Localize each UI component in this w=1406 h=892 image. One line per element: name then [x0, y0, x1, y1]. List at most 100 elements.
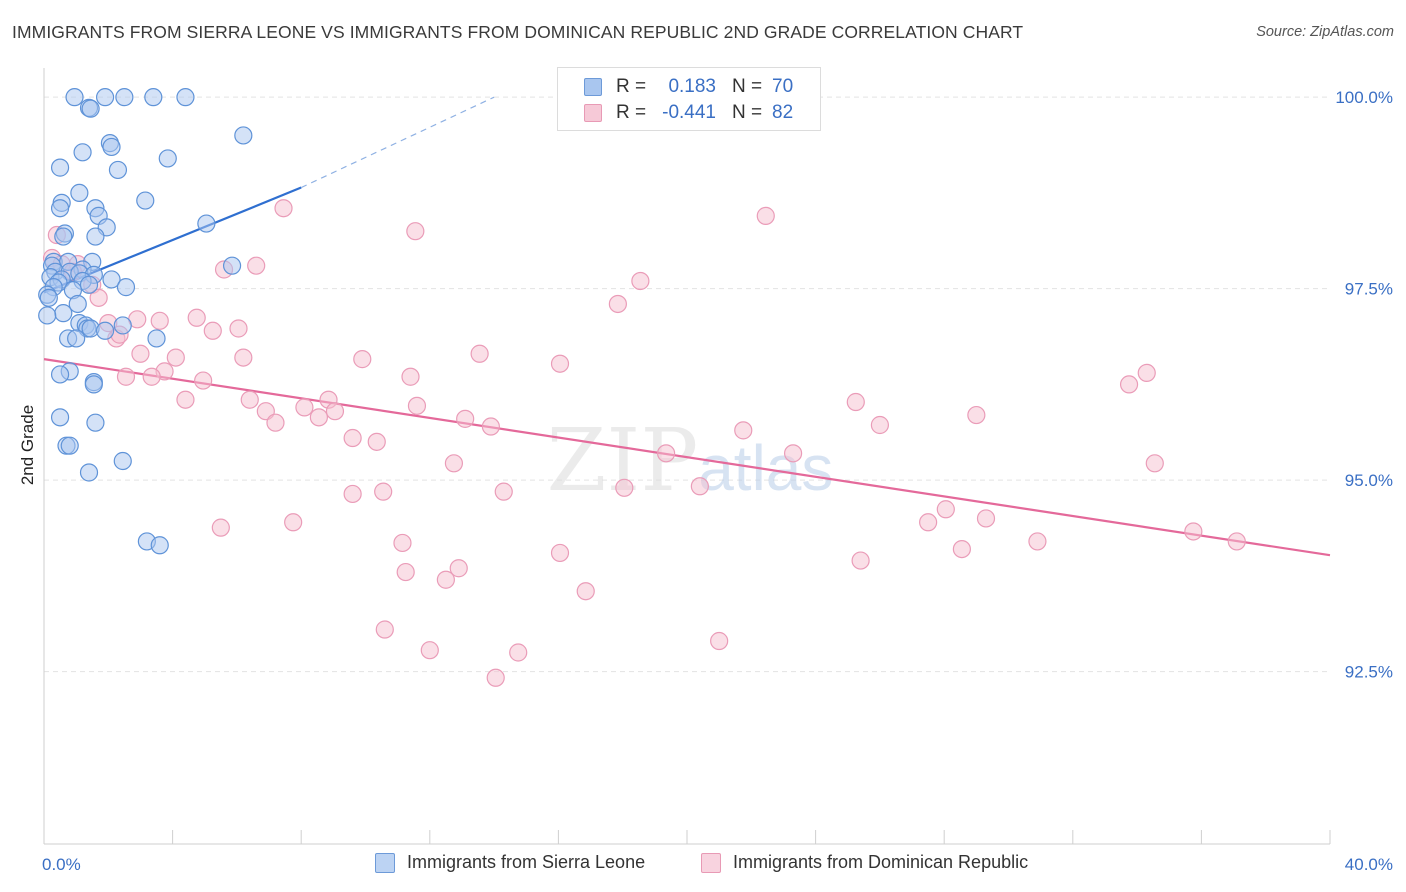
data-point-pink — [851, 551, 870, 570]
data-point-blue — [113, 316, 132, 335]
data-point-pink — [509, 643, 528, 662]
data-point-pink — [343, 484, 362, 504]
series-sierra-leone — [38, 88, 253, 555]
data-point-pink — [444, 454, 464, 473]
data-point-pink — [486, 668, 505, 687]
data-point-pink — [1184, 522, 1203, 541]
r-value: 0.183 — [668, 76, 716, 97]
data-point-pink — [756, 206, 775, 225]
data-point-blue — [54, 227, 73, 246]
data-point-blue — [38, 306, 57, 325]
data-point-pink — [657, 444, 676, 463]
data-point-pink — [449, 559, 468, 578]
data-point-pink — [150, 311, 169, 330]
correlation-legend: R = 0.183 N = 70 R = -0.441 N = 82 — [557, 67, 821, 131]
data-point-blue — [65, 88, 84, 107]
data-point-pink — [266, 413, 285, 432]
tick-labels: 100.0% 97.5% 95.0% 92.5% 0.0% 40.0% — [42, 88, 1393, 874]
source-label: Source: ZipAtlas.com — [1256, 24, 1394, 40]
series-dominican-republic — [42, 199, 1246, 687]
legend-swatch-pink — [701, 853, 721, 873]
watermark: ZIPatlas — [547, 411, 834, 511]
legend-row-dominican-republic: R = -0.441 N = 82 — [558, 101, 820, 127]
data-point-pink — [284, 513, 303, 532]
data-point-pink — [470, 344, 489, 363]
legend-row-sierra-leone: R = 0.183 N = 70 — [558, 75, 820, 101]
legend-swatch-pink — [584, 104, 602, 122]
data-point-pink — [846, 392, 865, 412]
data-point-blue — [68, 294, 87, 314]
data-point-pink — [401, 367, 420, 386]
data-point-pink — [615, 478, 634, 497]
data-point-blue — [234, 126, 253, 145]
chart-title: IMMIGRANTS FROM SIERRA LEONE VS IMMIGRAN… — [12, 22, 1024, 42]
data-point-pink — [550, 354, 570, 373]
data-point-pink — [481, 417, 500, 436]
data-point-pink — [353, 350, 372, 369]
data-point-blue — [50, 365, 70, 384]
data-point-pink — [131, 344, 150, 363]
series-legend: Immigrants from Sierra Leone Immigrants … — [0, 852, 1406, 878]
data-point-pink — [407, 396, 427, 415]
r-label: R = — [616, 102, 647, 123]
data-point-pink — [967, 405, 986, 425]
data-point-blue — [176, 88, 195, 107]
data-point-blue — [73, 143, 92, 162]
data-point-pink — [240, 390, 259, 409]
data-point-blue — [50, 408, 70, 427]
data-point-blue — [81, 99, 100, 118]
data-point-blue — [95, 321, 115, 340]
data-point-pink — [367, 432, 386, 451]
data-point-blue — [86, 413, 105, 432]
data-point-pink — [176, 390, 195, 409]
data-point-blue — [158, 149, 177, 168]
data-point-pink — [325, 402, 345, 421]
data-point-pink — [89, 288, 108, 307]
data-point-blue — [67, 329, 86, 348]
data-point-pink — [1227, 532, 1246, 551]
data-point-pink — [1145, 454, 1164, 473]
trend-line-pink — [43, 358, 1331, 557]
n-value: 70 — [772, 76, 794, 97]
r-value: -0.441 — [662, 102, 716, 123]
data-point-blue — [60, 436, 79, 455]
data-point-pink — [203, 321, 222, 340]
data-point-blue — [50, 158, 70, 177]
data-point-pink — [309, 408, 328, 427]
legend-swatch-blue — [375, 853, 395, 873]
legend-label: Immigrants from Dominican Republic — [733, 852, 1029, 872]
data-point-blue — [79, 275, 99, 294]
data-point-pink — [274, 199, 293, 218]
data-point-blue — [39, 288, 58, 307]
data-point-pink — [393, 533, 412, 553]
data-point-blue — [144, 88, 163, 107]
trend-extension-blue — [300, 96, 495, 189]
data-point-blue — [222, 256, 242, 275]
y-tick-label: 97.5% — [1345, 280, 1393, 299]
data-point-pink — [870, 415, 890, 435]
data-point-pink — [936, 500, 955, 519]
data-point-blue — [54, 304, 73, 323]
data-point-blue — [115, 88, 134, 107]
data-point-pink — [710, 631, 729, 651]
data-point-pink — [576, 582, 595, 601]
data-point-pink — [211, 518, 230, 537]
data-point-pink — [456, 409, 475, 428]
data-point-blue — [102, 137, 121, 157]
data-point-pink — [116, 367, 136, 386]
data-point-blue — [116, 278, 136, 297]
data-point-blue — [108, 160, 128, 180]
data-point-pink — [194, 371, 213, 390]
data-point-blue — [102, 270, 121, 289]
y-tick-label: 100.0% — [1335, 88, 1393, 107]
data-point-pink — [187, 308, 206, 327]
data-point-pink — [229, 319, 248, 338]
y-tick-label: 95.0% — [1345, 471, 1393, 490]
data-point-blue — [79, 463, 99, 482]
data-point-pink — [1119, 375, 1139, 394]
watermark-atlas: atlas — [698, 432, 833, 504]
data-point-pink — [550, 543, 570, 563]
n-label: N = — [732, 76, 763, 97]
data-point-pink — [234, 348, 253, 367]
